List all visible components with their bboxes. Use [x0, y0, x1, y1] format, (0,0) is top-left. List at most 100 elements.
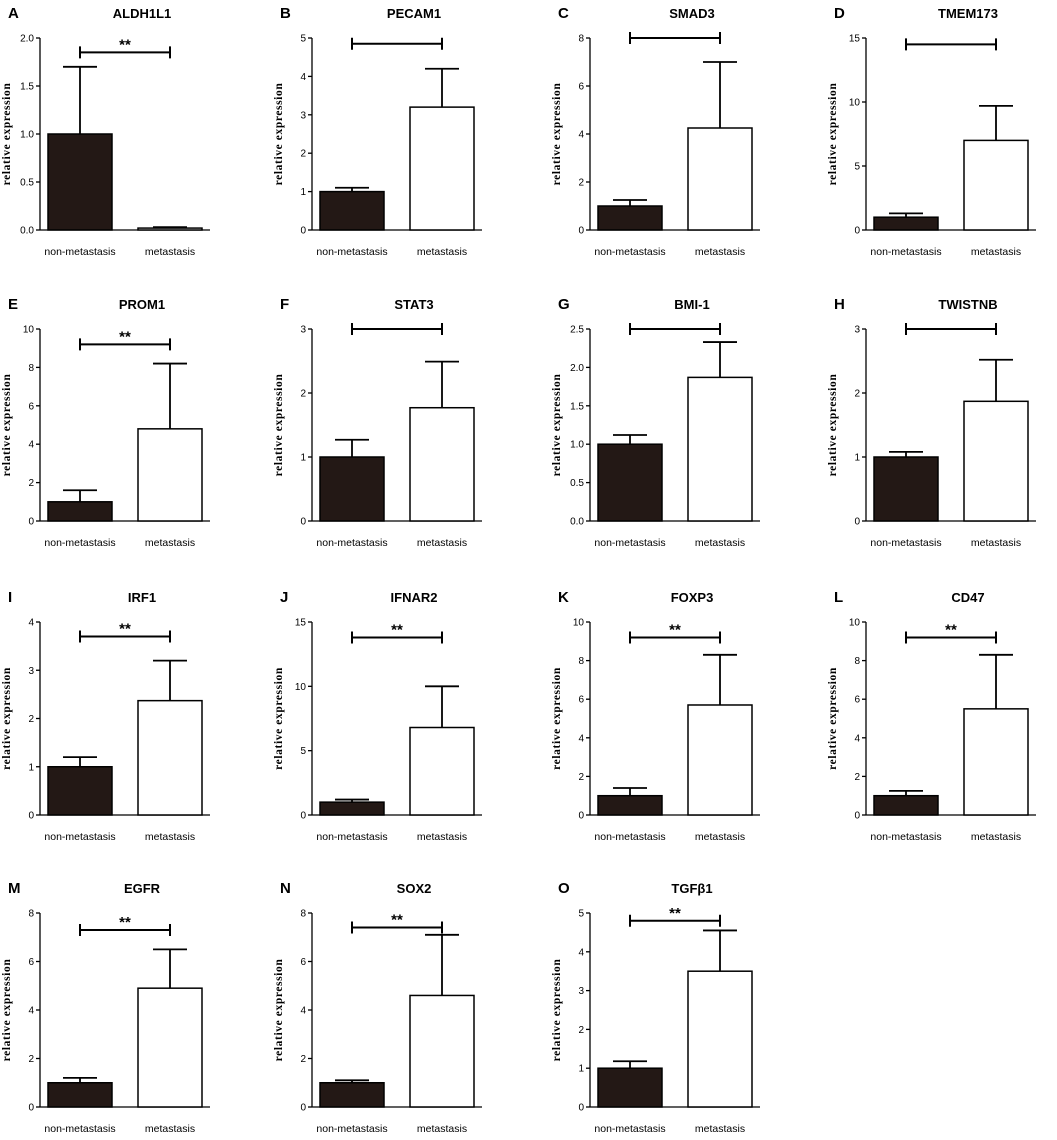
significance-bracket	[629, 32, 721, 44]
bar-non-metastasis	[597, 1067, 663, 1108]
category-label: metastasis	[971, 246, 1021, 258]
y-tick-label: 6	[28, 401, 34, 412]
y-axis-label: relative expression	[551, 374, 563, 477]
y-axis-label: relative expression	[551, 83, 563, 186]
y-axis-label: relative expression	[551, 959, 563, 1062]
panel-letter: D	[834, 5, 845, 22]
bar-non-metastasis	[319, 456, 385, 522]
bar-non-metastasis	[47, 766, 113, 816]
panel-title: TWISTNB	[938, 297, 997, 312]
y-tick-label: 5	[300, 34, 306, 45]
y-tick-label: 1.0	[570, 440, 584, 451]
bar-non-metastasis	[597, 794, 663, 816]
category-label: metastasis	[695, 246, 745, 258]
significance-bracket	[351, 323, 443, 335]
panel-n: N SOX2 relative expression 0 2 4 6 8 non-metasta…	[273, 880, 482, 1135]
y-tick-label: 3	[300, 110, 306, 121]
panel-e: E PROM1 relative expression 0 2 4 6 8 10 non-meta…	[1, 296, 210, 549]
panel-k: K FOXP3 relative expression 0 2 4 6 8 10 non-meta…	[551, 589, 760, 843]
category-label: metastasis	[971, 831, 1021, 843]
panel-l: L CD47 relative expression 0 2 4 6 8 10 non-metas…	[827, 589, 1036, 843]
y-axis-label: relative expression	[1, 83, 13, 186]
y-tick-label: 5	[578, 909, 584, 920]
category-label: metastasis	[145, 1123, 195, 1135]
bar-metastasis	[687, 127, 753, 231]
y-tick-label: 2	[300, 389, 306, 400]
y-tick-label: 3	[578, 986, 584, 997]
panel-title: BMI-1	[674, 297, 709, 312]
y-tick-label: 0	[28, 517, 34, 528]
y-tick-label: 2	[300, 1054, 306, 1065]
panel-letter: J	[280, 589, 288, 606]
y-axis-label: relative expression	[273, 83, 285, 186]
y-axis-label: relative expression	[551, 667, 563, 770]
panel-title: CD47	[951, 590, 984, 605]
y-axis-label: relative expression	[273, 374, 285, 477]
panel-title: SMAD3	[669, 6, 715, 21]
bar-metastasis	[687, 970, 753, 1108]
panel-letter: B	[280, 5, 291, 22]
y-tick-label: 2	[854, 772, 860, 783]
panel-title: STAT3	[394, 297, 433, 312]
significance-marker: **	[119, 328, 131, 345]
bar-non-metastasis	[47, 501, 113, 522]
bar-metastasis	[137, 428, 203, 522]
panel-letter: E	[8, 296, 18, 313]
category-label: metastasis	[417, 831, 467, 843]
panel-o: O TGFβ1 relative expression 0 1 2 3 4 5 non-metas…	[551, 880, 760, 1135]
panel-d: D TMEM173 relative expression 0 5 10 15 non-met…	[827, 5, 1036, 258]
y-tick-label: 4	[300, 72, 306, 83]
y-axis-label: relative expression	[273, 959, 285, 1062]
category-label: metastasis	[145, 246, 195, 258]
significance-bracket	[905, 323, 997, 335]
bar-metastasis	[963, 139, 1029, 231]
category-label: metastasis	[417, 1123, 467, 1135]
significance-bracket	[905, 38, 997, 51]
bar-metastasis	[963, 708, 1029, 816]
panel-letter: A	[8, 5, 19, 22]
y-tick-label: 2	[854, 389, 860, 400]
y-axis-label: relative expression	[827, 374, 839, 477]
panel-letter: C	[558, 5, 569, 22]
y-tick-label: 0	[854, 811, 860, 822]
category-label: metastasis	[695, 1123, 745, 1135]
y-axis-label: relative expression	[827, 667, 839, 770]
y-tick-label: 1	[28, 762, 34, 773]
bar-non-metastasis	[873, 794, 939, 816]
panel-i: I IRF1 relative expression 0 1 2 3 4 non-metasta…	[1, 589, 210, 843]
panel-f: F STAT3 relative expression 0 1 2 3 non-metasta…	[273, 296, 482, 549]
panel-letter: M	[8, 880, 21, 897]
y-tick-label: 2.0	[570, 363, 584, 374]
significance-bracket	[629, 323, 721, 335]
y-tick-label: 10	[849, 98, 861, 109]
category-label: non-metastasis	[44, 1123, 115, 1135]
y-tick-label: 3	[28, 666, 34, 677]
category-label: non-metastasis	[594, 246, 665, 258]
bar-metastasis	[409, 406, 475, 522]
category-label: metastasis	[145, 831, 195, 843]
y-tick-label: 0	[578, 1103, 584, 1114]
y-tick-label: 1	[578, 1064, 584, 1075]
bar-metastasis	[409, 106, 475, 231]
panel-title: FOXP3	[671, 590, 714, 605]
y-tick-label: 0	[300, 517, 306, 528]
y-axis-label: relative expression	[1, 959, 13, 1062]
significance-bracket	[629, 631, 721, 644]
panel-title: TMEM173	[938, 6, 998, 21]
y-tick-label: 1	[300, 187, 306, 198]
category-label: non-metastasis	[316, 246, 387, 258]
significance-marker: **	[669, 621, 681, 638]
significance-marker: **	[669, 905, 681, 922]
y-tick-label: 2	[28, 478, 34, 489]
bar-non-metastasis	[319, 1082, 385, 1108]
category-label: non-metastasis	[870, 246, 941, 258]
y-tick-label: 0.5	[20, 178, 34, 189]
panel-letter: H	[834, 296, 845, 313]
panel-title: PROM1	[119, 297, 165, 312]
y-tick-label: 4	[578, 733, 584, 744]
significance-bracket	[351, 37, 443, 50]
significance-bracket	[905, 631, 997, 644]
bar-non-metastasis	[597, 205, 663, 231]
bar-metastasis	[963, 400, 1029, 522]
